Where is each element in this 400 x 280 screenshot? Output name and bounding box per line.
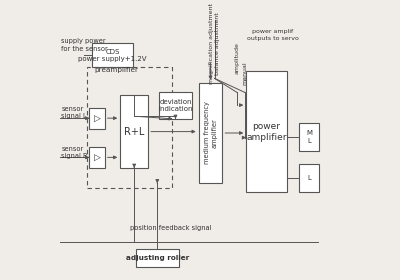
Bar [299, 123, 319, 151]
Text: adjusting roller: adjusting roller [126, 255, 189, 261]
Text: CDS
power supply+1.2V: CDS power supply+1.2V [78, 48, 147, 62]
Bar [120, 95, 148, 168]
Text: position feedback signal: position feedback signal [130, 225, 211, 231]
Text: power amplif
outputs to servo: power amplif outputs to servo [247, 29, 299, 41]
Text: preamplifier: preamplifier [94, 67, 138, 73]
Bar [299, 164, 319, 192]
Text: sensor
signal R: sensor signal R [62, 146, 88, 159]
Bar [87, 67, 172, 188]
Bar [159, 92, 192, 119]
Text: magnification adjustment
balance adjustment: magnification adjustment balance adjustm… [209, 3, 220, 84]
Text: medium frequency
amplifier: medium frequency amplifier [204, 102, 217, 164]
Text: deviation
indication: deviation indication [158, 99, 193, 113]
Text: R+L: R+L [124, 127, 144, 137]
Bar [90, 108, 105, 129]
Bar [246, 71, 287, 192]
Text: M
L: M L [306, 130, 312, 144]
Bar [90, 147, 105, 168]
Bar [92, 43, 133, 67]
Bar [198, 83, 222, 183]
Text: ▷: ▷ [94, 153, 100, 162]
Text: manual: manual [242, 62, 247, 85]
Text: sensor
signal L: sensor signal L [62, 106, 87, 119]
Text: power
amplifier: power amplifier [246, 122, 287, 142]
Text: ▷: ▷ [94, 114, 100, 123]
Text: L: L [307, 175, 311, 181]
Bar [136, 249, 179, 267]
Text: supply power
for the sensor: supply power for the sensor [62, 38, 108, 52]
Text: amplitude: amplitude [234, 42, 240, 74]
